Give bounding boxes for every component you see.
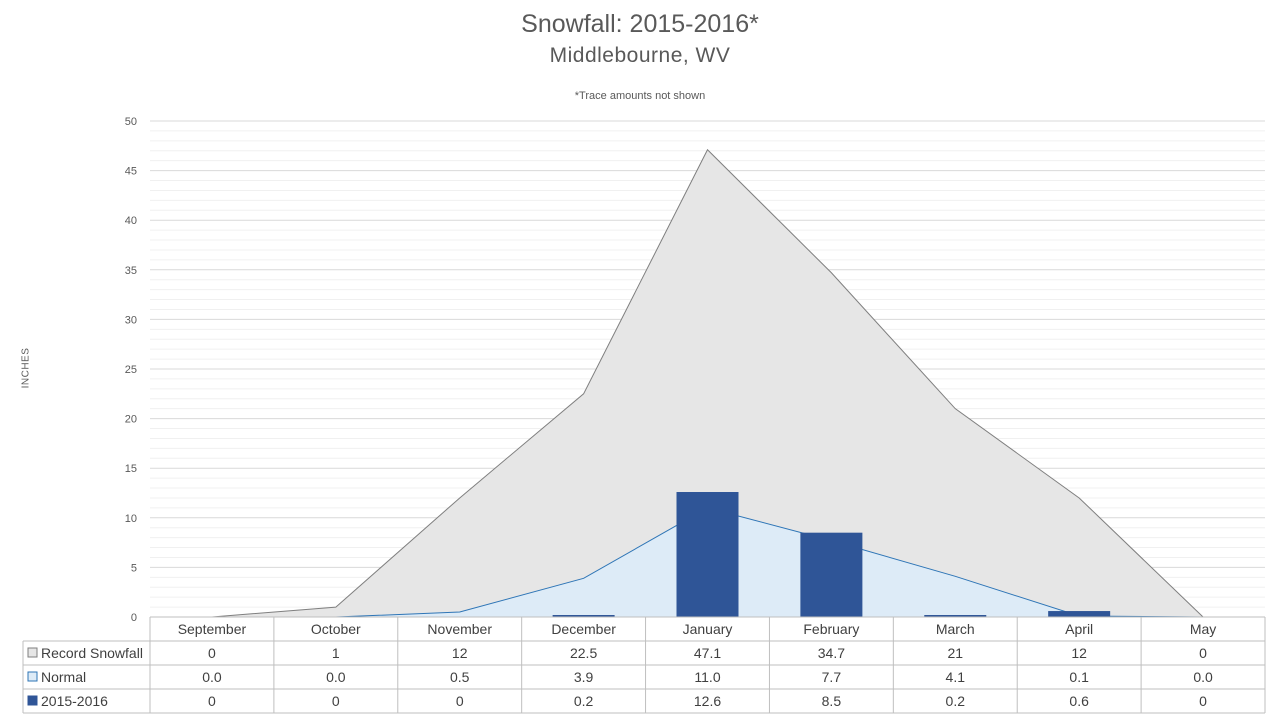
table-cell-value: 0 — [208, 645, 216, 661]
legend-key-2015-2016 — [27, 695, 38, 706]
table-cell-value: 21 — [947, 645, 963, 661]
area-line-record-snowfall — [211, 148, 1204, 618]
bar-series — [552, 492, 1111, 617]
category-label: February — [803, 621, 859, 637]
bar-april — [1048, 611, 1111, 617]
table-cell-value: 0.6 — [1069, 693, 1089, 709]
table-cell-value: 0 — [456, 693, 464, 709]
table-cell-value: 0.0 — [326, 669, 346, 685]
category-label: December — [551, 621, 616, 637]
y-tick-label: 20 — [125, 414, 137, 426]
table-cell-value: 34.7 — [818, 645, 845, 661]
table-cell-value: 4.1 — [946, 669, 966, 685]
y-axis-ticks: 0 5 10 15 20 25 30 35 40 45 50 — [125, 116, 137, 624]
table-cell-value: 12 — [452, 645, 468, 661]
category-label: April — [1065, 621, 1093, 637]
table-cell-value: 11.0 — [694, 669, 720, 685]
table-cell-value: 0.2 — [574, 693, 594, 709]
bar-february — [800, 532, 863, 617]
table-cell-value: 0 — [332, 693, 340, 709]
table-cell-value: 3.9 — [574, 669, 594, 685]
bar-january — [676, 492, 739, 617]
table-cell-value: 0 — [1199, 693, 1207, 709]
table-cell-value: 7.7 — [822, 669, 842, 685]
table-cell-value: 1 — [332, 645, 340, 661]
category-label: November — [427, 621, 492, 637]
table-cell-value: 0.2 — [946, 693, 966, 709]
table-cell-value: 8.5 — [822, 693, 842, 709]
table-cell-value: 12 — [1071, 645, 1087, 661]
bar-march — [924, 615, 987, 617]
chart-annotation: *Trace amounts not shown — [574, 90, 706, 102]
area-fill-record-snowfall — [211, 149, 1204, 617]
y-tick-label: 25 — [125, 364, 137, 376]
series-name: Record Snowfall — [41, 645, 143, 661]
bar-december — [552, 615, 615, 617]
chart-subtitle: Middlebourne, WV — [549, 44, 731, 67]
legend-key-record-snowfall — [27, 647, 38, 658]
y-tick-label: 5 — [131, 562, 137, 574]
y-tick-label: 10 — [125, 513, 137, 525]
table-cell-value: 0.0 — [1193, 669, 1213, 685]
category-label: May — [1190, 621, 1216, 637]
legend-key-normal — [27, 671, 38, 682]
table-cell-value: 0 — [208, 693, 216, 709]
y-tick-label: 0 — [131, 612, 137, 624]
category-label: October — [311, 621, 361, 637]
chart-title: Snowfall: 2015-2016* — [521, 10, 759, 38]
table-cell-value: 0.1 — [1069, 669, 1089, 685]
y-tick-label: 35 — [125, 265, 137, 277]
table-cell-value: 0.5 — [450, 669, 470, 685]
y-tick-label: 50 — [125, 116, 137, 128]
table-cell-value: 47.1 — [694, 645, 721, 661]
series-name: Normal — [41, 669, 86, 685]
category-label: January — [683, 621, 733, 637]
y-tick-label: 40 — [125, 215, 137, 227]
y-tick-label: 15 — [125, 463, 137, 475]
table-cell-value: 22.5 — [570, 645, 597, 661]
y-tick-label: 45 — [125, 166, 137, 178]
category-label: September — [178, 621, 247, 637]
category-label: March — [936, 621, 975, 637]
table-cell-value: 0.0 — [202, 669, 222, 685]
data-table: September October November December January F… — [22, 616, 1266, 714]
table-cell-value: 12.6 — [694, 693, 721, 709]
table-cell-value: 0 — [1199, 645, 1207, 661]
series-name: 2015-2016 — [41, 693, 108, 709]
y-tick-label: 30 — [125, 314, 137, 326]
